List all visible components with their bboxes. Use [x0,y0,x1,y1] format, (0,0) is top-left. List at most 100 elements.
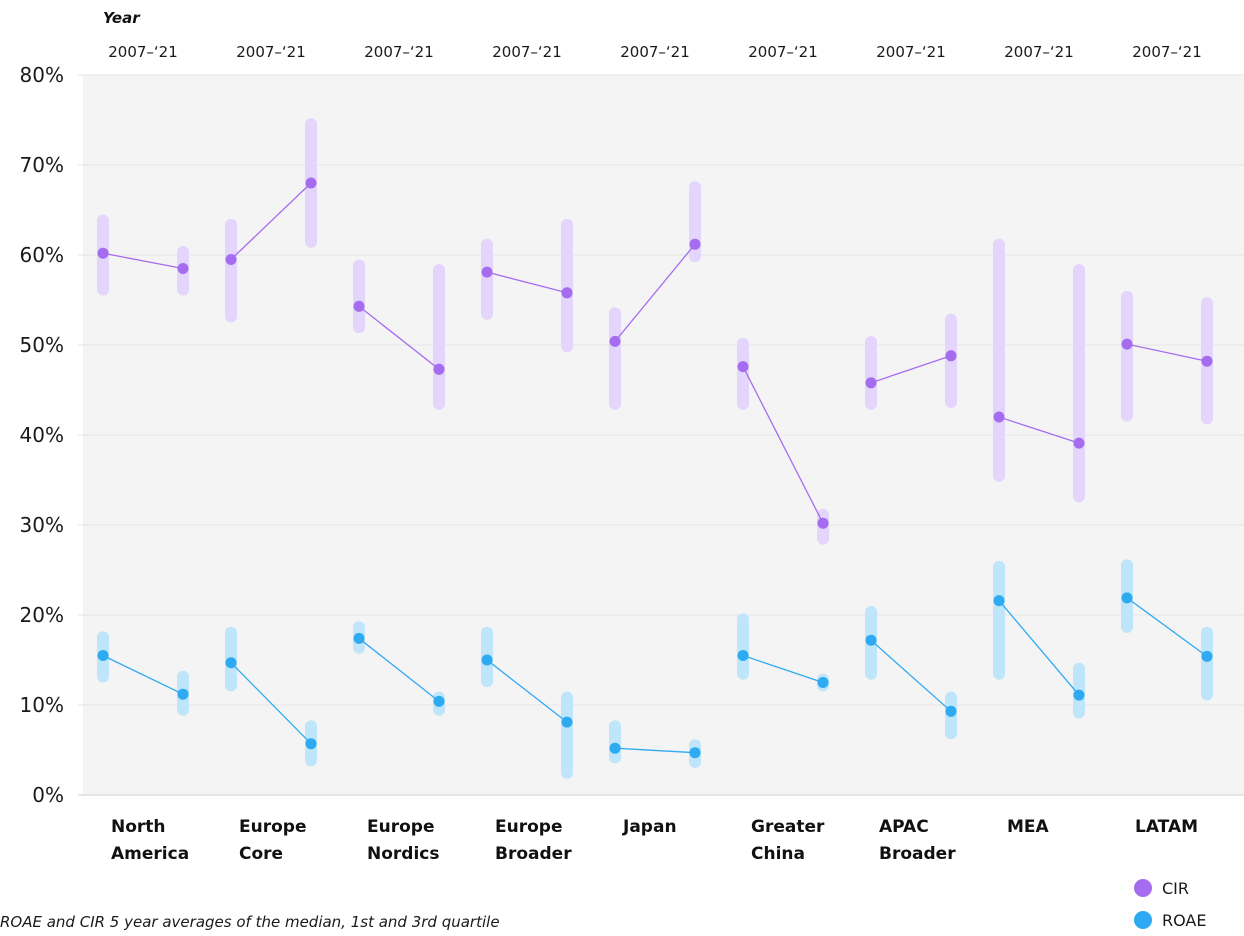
cir-range-bar [993,238,1005,482]
category-label: LATAM [1135,817,1198,837]
cir-median-point [1073,437,1085,449]
cir-range-bar [433,264,445,410]
cir-connector [486,271,568,294]
y-tick-label: 30% [20,513,64,537]
category-label: Broader [879,844,956,864]
roae-median-point [689,747,701,759]
y-tick-label: 10% [20,693,64,717]
cir-median-point [97,247,109,259]
median-points [97,177,1213,759]
category-label: North [111,817,166,837]
cir-range-bar [225,219,237,323]
roae-range-bar [609,720,621,764]
cir-median-point [561,287,573,299]
roae-range-bar [561,691,573,779]
period-label: 2007–‘21 [1132,43,1202,61]
y-tick-label: 70% [20,153,64,177]
footnote: ROAE and CIR 5 year averages of the medi… [0,913,500,931]
cir-median-point [305,177,317,189]
roae-median-point [353,632,365,644]
category-label: Japan [622,817,677,837]
period-label: 2007–‘21 [1004,43,1074,61]
cir-median-point [1121,338,1133,350]
roae-legend-dot [1134,911,1152,929]
roae-median-point [177,688,189,700]
category-label: Broader [495,844,572,864]
period-label: 2007–‘21 [620,43,690,61]
cir-range-bar [737,337,749,410]
roae-median-point [993,595,1005,607]
roae-connector [870,639,952,712]
roae-median-point [609,742,621,754]
y-tick-label: 80% [20,63,64,87]
legend-item-roae: ROAE [1134,904,1206,936]
roae-median-point [945,705,957,717]
cir-median-point [945,350,957,362]
cir-median-point [353,300,365,312]
cir-median-point [737,361,749,373]
cir-range-bar [865,336,877,410]
period-labels: 2007–‘21 2007–‘21 2007–‘21 2007–‘21 2007–‘21… [108,43,1202,61]
roae-range-bar [1201,626,1213,701]
cir-range-bar [1073,264,1085,503]
y-axis-ticks: 0% 10% 20% 30% 40% 50% 60% 70% 80% [20,63,64,807]
category-label: Greater [751,817,825,837]
cir-median-point [225,254,237,265]
roae-median-point [225,657,237,669]
roae-median-point [1201,650,1213,662]
roae-range-bar [737,613,749,680]
category-label: Nordics [367,844,439,864]
cir-connector [1126,343,1208,362]
roae-median-point [817,677,829,688]
cir-connector [614,243,696,342]
roae-connector [486,659,568,723]
cir-connector [742,366,824,524]
cir-legend-dot [1134,879,1152,897]
y-tick-label: 50% [20,333,64,357]
roae-median-point [561,716,573,728]
category-label: MEA [1007,817,1050,837]
cir-connector [230,182,312,260]
roae-median-point [1121,592,1133,604]
cir-connector [358,305,440,370]
cir-median-point [993,411,1005,423]
cir-range-bar [353,259,365,334]
period-label: 2007–‘21 [236,43,306,61]
roae-range-bar [993,561,1005,680]
cir-range-bar [1121,291,1133,422]
y-tick-label: 0% [32,783,64,807]
period-label: 2007–‘21 [364,43,434,61]
roae-connector [230,662,312,745]
roae-connector [358,637,440,702]
category-labels: North America Europe Core Europe Nordics Europ… [111,817,1198,864]
category-label: America [111,844,189,864]
roae-median-point [481,654,493,666]
cir-median-point [1201,355,1213,367]
category-label: China [751,844,805,864]
y-tick-label: 20% [20,603,64,627]
cir-median-point [177,263,189,274]
roae-connector [102,654,184,695]
period-label: 2007–‘21 [108,43,178,61]
category-label: Europe [495,817,562,837]
cir-median-point [865,377,877,389]
legend: CIR ROAE [1134,872,1206,936]
cir-connector [102,252,184,270]
cir-connector [998,416,1080,444]
roae-connector [998,600,1080,696]
cir-range-bar [561,219,573,353]
category-label: Europe [367,817,434,837]
period-label: 2007–‘21 [492,43,562,61]
cir-median-point [481,266,493,278]
cir-range-bar [609,307,621,410]
roae-median-point [97,650,109,661]
roae-median-point [1073,689,1085,701]
y-tick-label: 40% [20,423,64,447]
category-label: APAC [879,817,929,837]
range-dot-chart: Year 0% 10% 20% 30% 40% 50% 60% 70% 80% 2007–‘21… [20,9,1244,864]
roae-legend-label: ROAE [1162,910,1207,930]
cir-median-point [689,238,701,250]
roae-median-point [737,650,749,661]
category-label: Europe [239,817,306,837]
roae-median-point [433,695,445,707]
